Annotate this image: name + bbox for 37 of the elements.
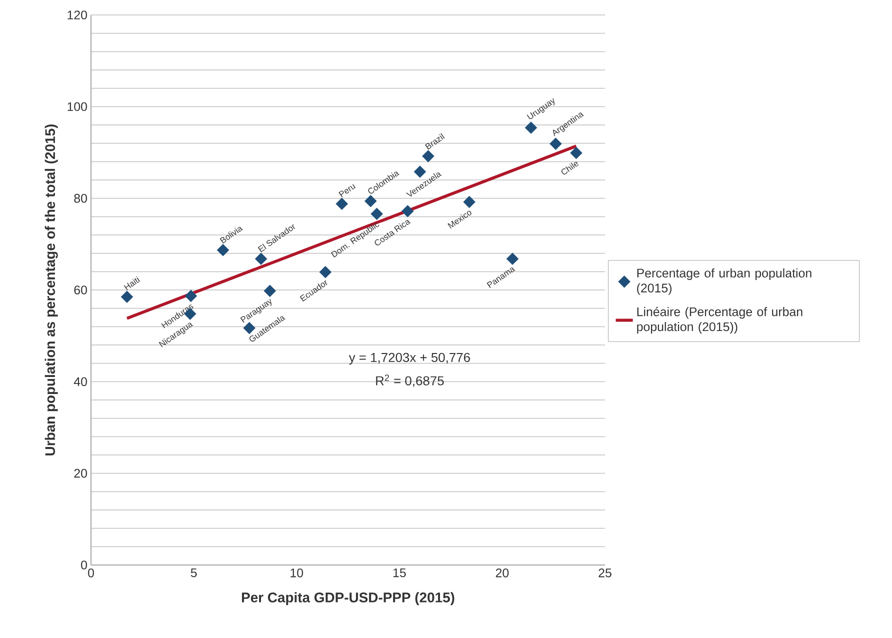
x-tick-label: 15 bbox=[393, 568, 406, 578]
annotation: y = 1,7203x + 50,776 bbox=[348, 352, 470, 365]
x-axis-title: Per Capita GDP-USD-PPP (2015) bbox=[242, 592, 454, 606]
point bbox=[120, 290, 134, 303]
x-tick-label: 10 bbox=[290, 568, 304, 578]
y-tick-label: 40 bbox=[74, 377, 87, 386]
point bbox=[524, 122, 538, 134]
y-tick-label: 0 bbox=[81, 560, 87, 570]
point bbox=[550, 138, 562, 150]
x-tick-label: 20 bbox=[496, 568, 509, 578]
y-tick-label: 60 bbox=[74, 286, 87, 294]
x-tick-label: 25 bbox=[598, 568, 612, 578]
point bbox=[216, 244, 230, 256]
annotation: R$^{2}$ = 0,6875 bbox=[376, 374, 444, 387]
point bbox=[336, 198, 348, 210]
point bbox=[319, 266, 332, 278]
point bbox=[506, 252, 519, 265]
point bbox=[401, 205, 414, 218]
point bbox=[422, 150, 434, 162]
legend-label: Percentage of urban population (2015) bbox=[637, 268, 812, 295]
y-tick-label: 20 bbox=[74, 468, 87, 478]
x-tick-label: 5 bbox=[190, 568, 197, 578]
point bbox=[264, 284, 276, 298]
y-axis-title: Urban population as percentage of the total (2015) bbox=[44, 124, 58, 456]
point bbox=[184, 290, 198, 302]
annotation: Chile bbox=[561, 162, 578, 174]
y-tick-label: 120 bbox=[68, 10, 87, 20]
point bbox=[254, 252, 268, 265]
legend-label: Linéaire (Percentage of urban population (2015)) bbox=[637, 306, 802, 334]
point bbox=[570, 146, 582, 160]
annotation: Peru bbox=[338, 184, 356, 198]
point bbox=[364, 194, 377, 208]
point bbox=[370, 208, 383, 220]
y-tick-label: 80 bbox=[74, 194, 87, 203]
x-tick-label: 0 bbox=[88, 568, 94, 578]
point bbox=[463, 196, 476, 208]
y-tick-label: 100 bbox=[68, 102, 87, 112]
